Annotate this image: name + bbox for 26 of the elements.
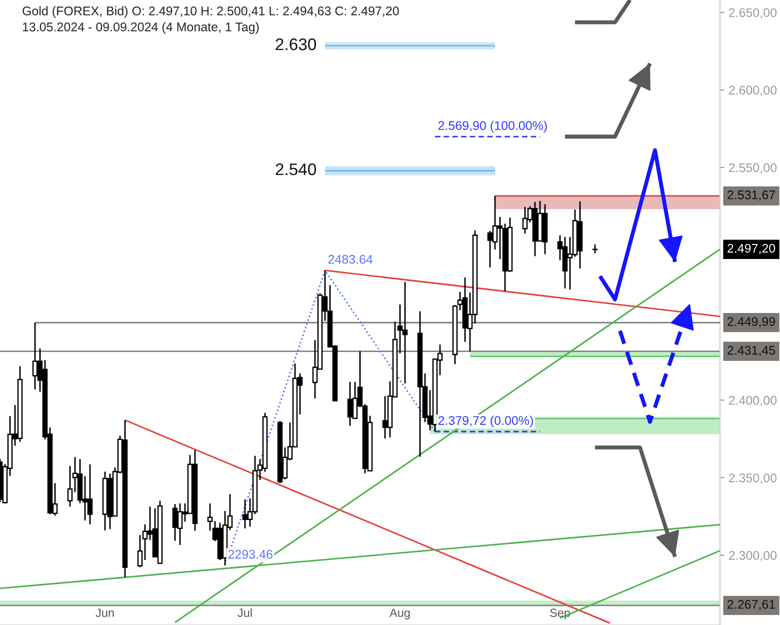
chart-title: Gold (FOREX, Bid) O: 2.497,10 H: 2.500,41 L: 2.494,63 C: 2.497,20 (22, 6, 399, 18)
y-tick-label: 2.550,00 (728, 163, 776, 174)
text: 13.05.2024 - 09.09.2024 (4 Monate, 1 Tag) (22, 22, 259, 34)
annotation: 2.630 (276, 38, 316, 50)
candlestick (67, 465, 73, 508)
data-label: 2.379,72 (0.00%) (438, 416, 533, 428)
ref-line-label: 2.267,61 (728, 600, 775, 610)
annotation: 2.540 (276, 163, 316, 176)
x-tick-label: Aug (390, 608, 410, 620)
x-tick-label: Sep (550, 608, 570, 620)
y-tick-label: 2.650,00 (728, 8, 776, 19)
candlestick (137, 534, 143, 568)
y-tick-label: 2.350,00 (728, 473, 776, 484)
text: 2.497,20 (728, 244, 776, 254)
y-tick-label: 2.300,00 (728, 551, 776, 562)
data-label: 2.449,99 (728, 317, 776, 328)
data-label: 2.569,90 (100.00%) (438, 120, 547, 132)
candlestick (207, 502, 213, 532)
data-label: 2483.64 (328, 254, 373, 264)
x-tick-label: Jul (238, 608, 252, 618)
x-tick-label: Jun (96, 608, 114, 618)
y-tick-label: 2.600,00 (728, 86, 776, 96)
data-label: 2.531,67 (728, 190, 775, 201)
data-label: 2293.46 (228, 550, 272, 559)
ref-line-label: 2.431,45 (728, 346, 776, 356)
y-tick-label: 2.400,00 (728, 396, 776, 406)
